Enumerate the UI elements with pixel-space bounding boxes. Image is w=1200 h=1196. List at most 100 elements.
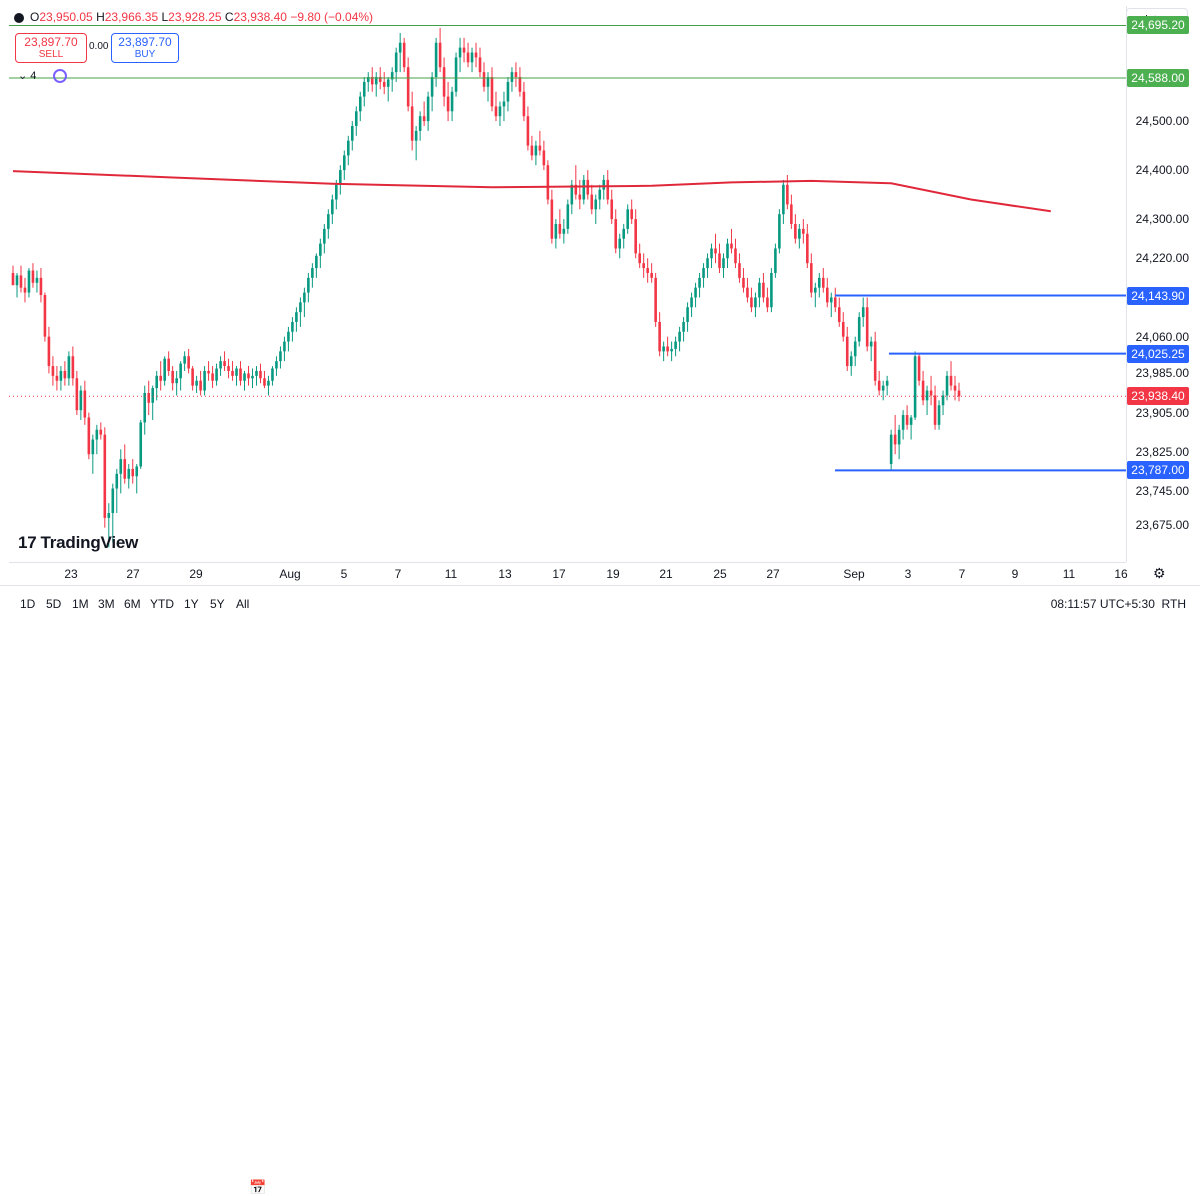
candle-body — [331, 199, 334, 215]
candle-body — [458, 47, 462, 58]
candle-body — [123, 459, 127, 479]
time-tick-label: 23 — [64, 567, 78, 581]
candle-body — [167, 358, 170, 371]
range-button-1y[interactable]: 1Y — [184, 597, 199, 611]
candle-body — [291, 321, 294, 332]
blue-level-tag[interactable]: 23,787.00 — [1127, 461, 1189, 480]
range-button-ytd[interactable]: YTD — [150, 597, 174, 611]
time-tick-label: 5 — [340, 567, 348, 581]
candle-body — [454, 57, 458, 92]
blue-level-tag[interactable]: 24,025.25 — [1127, 344, 1189, 363]
candle-body — [159, 375, 162, 381]
candle-body — [710, 248, 713, 259]
chevron-down-icon: ⌄ — [18, 70, 28, 82]
green-level-tag[interactable]: 24,695.20 — [1127, 16, 1189, 35]
time-tick-label: 9 — [1011, 567, 1019, 581]
candle-body — [287, 331, 290, 342]
candle-body — [562, 228, 566, 234]
candle-body — [566, 204, 570, 229]
candle-body — [837, 307, 841, 322]
change-value: −9.80 (−0.04%) — [290, 10, 374, 24]
candle-body — [378, 77, 382, 82]
ohlc-legend: O23,950.05 H23,966.35 L23,928.25 C23,938… — [14, 10, 373, 24]
candle-body — [474, 52, 478, 58]
candle-body — [219, 361, 222, 369]
candle-body — [382, 81, 386, 87]
candle-body — [15, 275, 19, 286]
candle-body — [770, 272, 773, 308]
chart-plot-area[interactable] — [9, 6, 1126, 562]
candle-body — [362, 81, 366, 97]
candle-body — [806, 233, 809, 264]
sell-button[interactable]: 23,897.70 SELL — [15, 33, 87, 63]
candle-body — [271, 368, 274, 381]
candle-body — [75, 378, 79, 411]
candle-body — [398, 42, 402, 53]
chart-settings-icon[interactable]: ⚙ — [1153, 565, 1166, 581]
time-tick-label: 3 — [904, 567, 912, 581]
candle-body — [730, 243, 733, 249]
candle-body — [414, 130, 418, 141]
clock-display[interactable]: 08:11:57 UTC+5:30 RTH — [1051, 597, 1186, 611]
candle-body — [694, 287, 697, 298]
candle-body — [319, 243, 322, 256]
candle-body — [957, 390, 961, 397]
candle-body — [897, 429, 901, 445]
candle-body — [386, 79, 390, 87]
candle-body — [774, 248, 777, 273]
candle-body — [183, 356, 186, 364]
low-label: L — [161, 10, 169, 24]
candle-body — [335, 184, 338, 200]
candle-body — [810, 263, 813, 293]
candle-body — [155, 375, 158, 389]
candle-body — [630, 209, 633, 220]
range-button-all[interactable]: All — [236, 597, 250, 611]
time-tick-label: 25 — [713, 567, 727, 581]
candle-body — [446, 96, 450, 112]
buy-button[interactable]: 23,897.70 BUY — [111, 33, 179, 63]
candle-body — [670, 348, 673, 352]
candle-body — [758, 282, 761, 298]
time-tick-label: 13 — [498, 567, 512, 581]
session-label: RTH — [1161, 597, 1186, 611]
candle-body — [522, 91, 526, 117]
symbol-menu-icon[interactable] — [14, 12, 24, 23]
candle-body — [227, 366, 230, 371]
high-label: H — [96, 10, 105, 24]
range-button-6m[interactable]: 6M — [124, 597, 141, 611]
candle-body — [394, 52, 398, 73]
time-axis[interactable]: 23 27 29 Aug 5 7 11 13 17 19 21 25 27 Sep 3 7 9 11 16 — [9, 562, 1128, 585]
candle-body — [610, 199, 614, 220]
range-button-1d[interactable]: 1D — [20, 597, 36, 611]
time-tick-label: 29 — [189, 567, 203, 581]
candle-body — [933, 395, 937, 425]
spread-value: 0.00 — [89, 41, 109, 52]
blue-level-tag[interactable]: 24,143.90 — [1127, 286, 1189, 305]
range-button-5d[interactable]: 5D — [46, 597, 62, 611]
indicators-toggle[interactable]: ⌄ 4 — [18, 69, 68, 84]
bottom-toolbar: 1D 5D 1M 3M 6M YTD 1Y 5Y All 📅 08:11:57 UTC+5:30… — [0, 585, 1200, 1195]
range-button-1m[interactable]: 1M — [72, 597, 89, 611]
candle-body — [790, 204, 793, 224]
candle-body — [119, 459, 123, 474]
candle-body — [303, 292, 306, 303]
candle-body — [654, 277, 657, 322]
range-button-3m[interactable]: 3M — [98, 597, 115, 611]
candle-body — [506, 81, 510, 102]
green-level-tag[interactable]: 24,588.00 — [1127, 69, 1189, 87]
candle-body — [546, 165, 550, 200]
indicator-cycle-icon[interactable] — [53, 69, 68, 84]
candle-body — [59, 370, 63, 381]
candle-body — [223, 361, 226, 367]
candle-body — [343, 155, 346, 171]
candle-body — [893, 434, 897, 445]
time-tick-label: 16 — [1114, 567, 1128, 581]
range-button-5y[interactable]: 5Y — [210, 597, 225, 611]
calendar-icon[interactable]: 📅 — [249, 1179, 267, 1195]
indicators-count: 4 — [30, 70, 37, 82]
candle-body — [578, 194, 582, 200]
candle-body — [11, 272, 15, 286]
last-price-tag[interactable]: 23,938.40 — [1127, 387, 1189, 406]
price-axis[interactable]: 24,695.20 24,588.00 24,143.90 24,025.25 23,7… — [1126, 6, 1200, 562]
time-tick-label: 27 — [766, 567, 780, 581]
